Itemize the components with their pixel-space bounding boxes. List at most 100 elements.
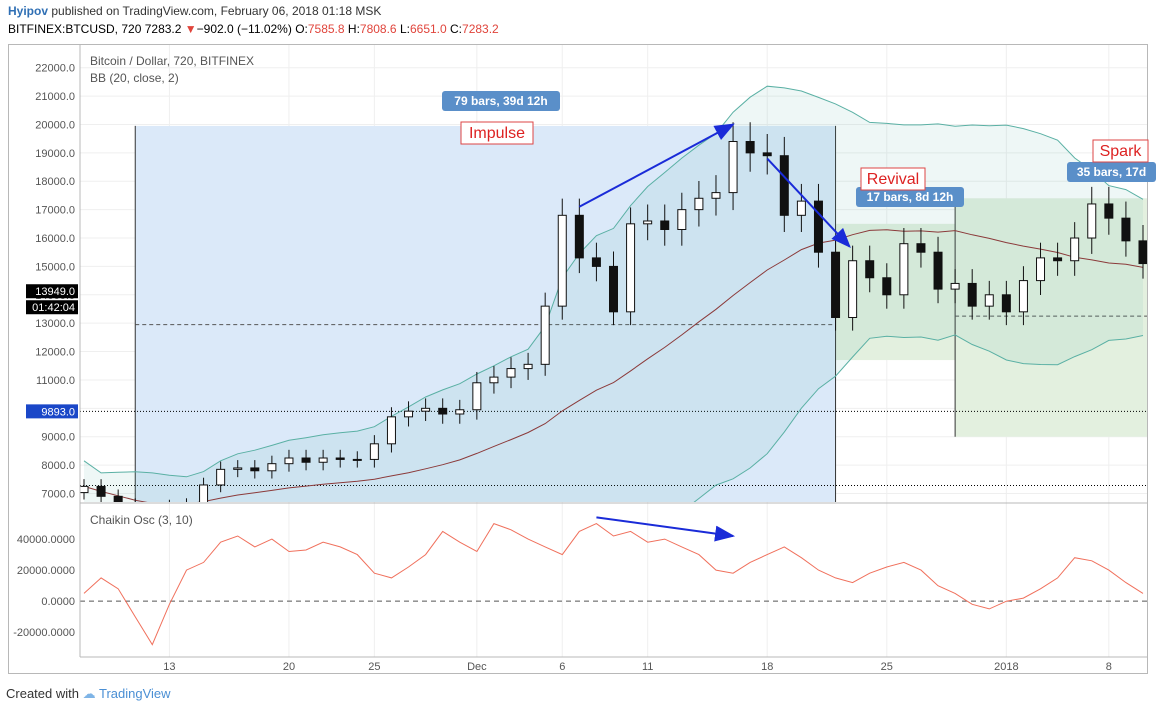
y-tick-label: 22000.0 — [35, 63, 75, 75]
chart-title: Bitcoin / Dollar, 720, BITFINEX — [90, 54, 254, 68]
candle-body — [574, 214, 584, 259]
close-value: 7283.2 — [462, 22, 499, 36]
y-tick-label: 18000.0 — [35, 176, 75, 188]
candle-body — [899, 243, 909, 296]
chaikin-osc — [80, 516, 1147, 646]
candle-body — [745, 141, 755, 154]
candle-body — [540, 305, 550, 365]
indicator-label: BB (20, close, 2) — [90, 71, 179, 85]
candle-body — [318, 457, 328, 463]
author-link[interactable]: Hyipov — [8, 4, 49, 18]
price-tag: 13949.0 — [35, 286, 75, 298]
down-arrow-icon: ▼ — [184, 22, 197, 36]
candle-body — [796, 200, 806, 216]
candle-body — [386, 416, 396, 445]
candle-body — [523, 363, 533, 370]
ohlc-legend: BITFINEX:BTCUSD, 720 7283.2 ▼−902.0 (−11… — [8, 22, 499, 36]
symbol-label: BITFINEX:BTCUSD, 720 — [8, 22, 142, 36]
phase-label-box — [860, 167, 926, 191]
candle-body — [1104, 203, 1114, 219]
candle-body — [352, 458, 362, 461]
candle-body — [1053, 257, 1063, 262]
osc-title: Chaikin Osc (3, 10) — [90, 513, 193, 527]
bb-basis — [83, 229, 1144, 502]
footer: Created with ☁ TradingView — [6, 686, 171, 702]
x-tick-label: 20 — [283, 661, 295, 673]
candle-body — [933, 251, 943, 290]
range-label-bg — [442, 91, 560, 111]
osc-tick-label: 0.0000 — [41, 596, 75, 608]
tradingview-link[interactable]: TradingView — [99, 686, 171, 701]
candle-body — [882, 277, 892, 296]
tradingview-logo-icon: ☁ — [82, 686, 96, 701]
high-label: H: — [347, 22, 360, 36]
candle-body — [96, 485, 106, 497]
candle-body — [113, 495, 123, 502]
candle-body — [831, 251, 841, 318]
close-label: C: — [450, 22, 463, 36]
phase-label: Revival — [867, 171, 919, 188]
range-label-bg — [856, 187, 964, 207]
price-tag: 01:42:04 — [32, 302, 75, 314]
candle-body — [1036, 257, 1046, 282]
price-tag-bg — [26, 284, 78, 299]
candle-body — [267, 463, 277, 472]
publish-info: Hyipov published on TradingView.com, Feb… — [8, 4, 381, 18]
low-value: 6651.0 — [409, 22, 447, 36]
candle-body — [711, 192, 721, 199]
y-tick-label: 12000.0 — [35, 347, 75, 359]
last-price: 7283.2 — [144, 22, 182, 36]
candle-body — [643, 220, 653, 225]
candle-body — [609, 265, 618, 313]
range-label: 17 bars, 8d 12h — [867, 190, 954, 204]
osc-tick-label: -20000.0000 — [13, 627, 75, 639]
candle-body — [1018, 280, 1028, 313]
osc-line — [83, 522, 1144, 646]
y-tick-label: 20000.0 — [35, 119, 75, 131]
candle-body — [626, 223, 636, 313]
candle-body — [250, 467, 260, 472]
candles — [80, 122, 1147, 502]
candle-body — [779, 155, 789, 216]
candle-body — [848, 260, 858, 318]
y-tick-label: 13000.0 — [35, 318, 75, 330]
x-tick-label: 13 — [163, 661, 175, 673]
open-label: O: — [295, 22, 308, 36]
y-tick-label: 21000.0 — [35, 91, 75, 103]
x-tick-label: 11 — [642, 661, 653, 673]
x-tick-label: 6 — [559, 661, 565, 673]
y-tick-label: 8000.0 — [41, 460, 75, 472]
candle-body — [284, 457, 294, 465]
y-tick-label: 19000.0 — [35, 148, 75, 160]
candle-body — [404, 410, 414, 418]
created-with-label: Created with — [6, 686, 79, 701]
price-tag-bg — [26, 300, 78, 315]
candle-body — [1070, 237, 1080, 262]
measure-boxes — [80, 125, 1147, 502]
candle-body — [1138, 240, 1147, 265]
candle-body — [216, 468, 226, 486]
candle-body — [916, 243, 926, 253]
axes: 22000.0 21000.0 20000.0 19000.0 18000.0 17000… — [13, 45, 1147, 673]
phase-label: Spark — [1100, 143, 1143, 160]
x-tick-label: 18 — [761, 661, 773, 673]
chart-frame — [8, 44, 1148, 674]
trend-arrow — [578, 123, 735, 208]
y-tick-label: 17000.0 — [35, 205, 75, 217]
candle-body — [301, 457, 311, 463]
candle-body — [984, 294, 994, 307]
bb-upper — [83, 85, 1144, 478]
high-value: 7808.6 — [359, 22, 397, 36]
candle-body — [728, 141, 738, 194]
osc-tick-label: 20000.0000 — [17, 565, 75, 577]
divergence-arrow — [596, 516, 736, 542]
candle-body — [557, 214, 567, 307]
drop-arrow — [766, 157, 851, 248]
open-value: 7585.8 — [307, 22, 345, 36]
candle-body — [489, 376, 499, 384]
candle-body — [335, 457, 345, 460]
price-tag-bg — [26, 404, 78, 419]
y-tick-label: 11000.0 — [36, 375, 75, 387]
candle-body — [455, 409, 465, 415]
